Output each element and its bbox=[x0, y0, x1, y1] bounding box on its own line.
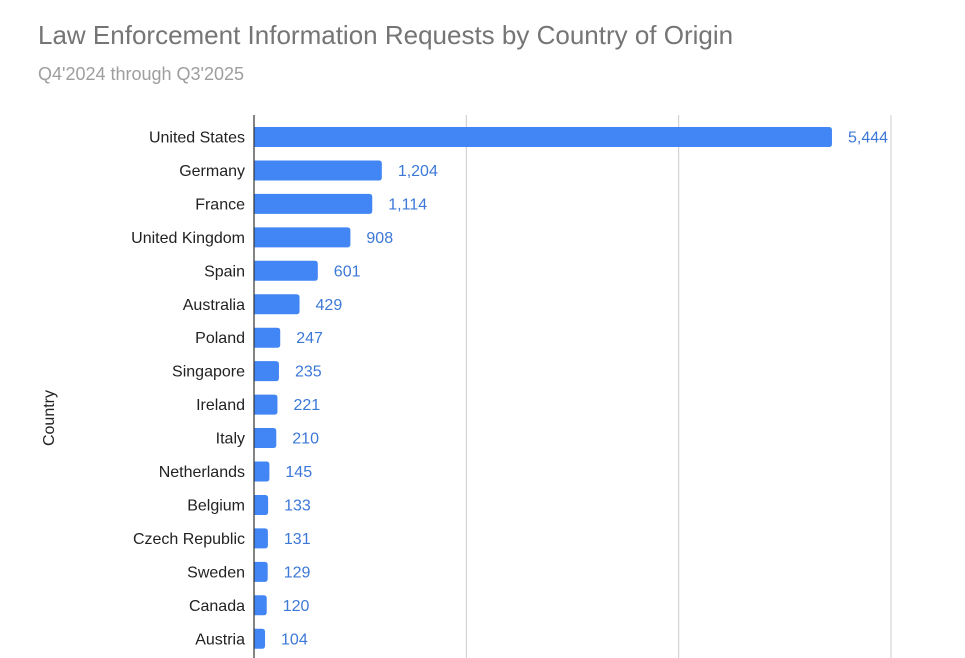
bar-singapore bbox=[254, 361, 279, 382]
value-label: 120 bbox=[283, 598, 310, 615]
value-label: 221 bbox=[293, 397, 320, 414]
category-label: United Kingdom bbox=[131, 230, 245, 247]
value-label: 210 bbox=[292, 431, 319, 448]
category-label: Poland bbox=[195, 330, 245, 347]
category-label: Italy bbox=[216, 431, 245, 448]
value-label: 104 bbox=[281, 631, 308, 648]
bar-belgium bbox=[254, 494, 269, 515]
value-label: 145 bbox=[285, 464, 312, 481]
bar-france bbox=[254, 193, 373, 214]
category-label: Germany bbox=[179, 163, 245, 180]
bar-spain bbox=[254, 260, 318, 281]
value-label: 235 bbox=[295, 364, 322, 381]
value-label: 131 bbox=[284, 531, 311, 548]
bar-germany bbox=[254, 160, 382, 181]
category-label: Singapore bbox=[172, 364, 245, 381]
bar-italy bbox=[254, 428, 277, 449]
value-label: 247 bbox=[296, 330, 323, 347]
chart-title: Law Enforcement Information Requests by … bbox=[38, 20, 734, 50]
category-label: Spain bbox=[204, 263, 245, 280]
bar-austria bbox=[254, 628, 266, 649]
category-label: Belgium bbox=[187, 497, 245, 514]
value-label: 601 bbox=[334, 263, 361, 280]
value-label: 908 bbox=[366, 230, 393, 247]
bar-netherlands bbox=[254, 461, 270, 482]
value-label: 5,444 bbox=[848, 130, 888, 147]
bar-poland bbox=[254, 327, 281, 348]
bar-czech-republic bbox=[254, 528, 268, 549]
category-label: Czech Republic bbox=[133, 531, 245, 548]
category-label: Canada bbox=[189, 598, 245, 615]
category-label: Sweden bbox=[187, 564, 245, 581]
category-label: Austria bbox=[195, 631, 245, 648]
bar-sweden bbox=[254, 561, 268, 582]
category-label: Netherlands bbox=[159, 464, 245, 481]
value-label: 429 bbox=[316, 297, 343, 314]
value-label: 1,204 bbox=[398, 163, 438, 180]
chart-subtitle: Q4'2024 through Q3'2025 bbox=[38, 64, 245, 84]
category-label: Ireland bbox=[196, 397, 245, 414]
y-axis-title: Country bbox=[41, 390, 58, 446]
bar-united-states bbox=[254, 127, 832, 147]
value-label: 133 bbox=[284, 497, 311, 514]
category-label: United States bbox=[149, 130, 245, 147]
bar-australia bbox=[254, 294, 300, 315]
value-label: 1,114 bbox=[388, 196, 427, 213]
category-label: France bbox=[195, 196, 245, 213]
value-label: 129 bbox=[284, 564, 311, 581]
bar-united-kingdom bbox=[254, 227, 351, 248]
bar-ireland bbox=[254, 394, 278, 415]
bar-canada bbox=[254, 595, 267, 616]
category-label: Australia bbox=[183, 297, 245, 314]
